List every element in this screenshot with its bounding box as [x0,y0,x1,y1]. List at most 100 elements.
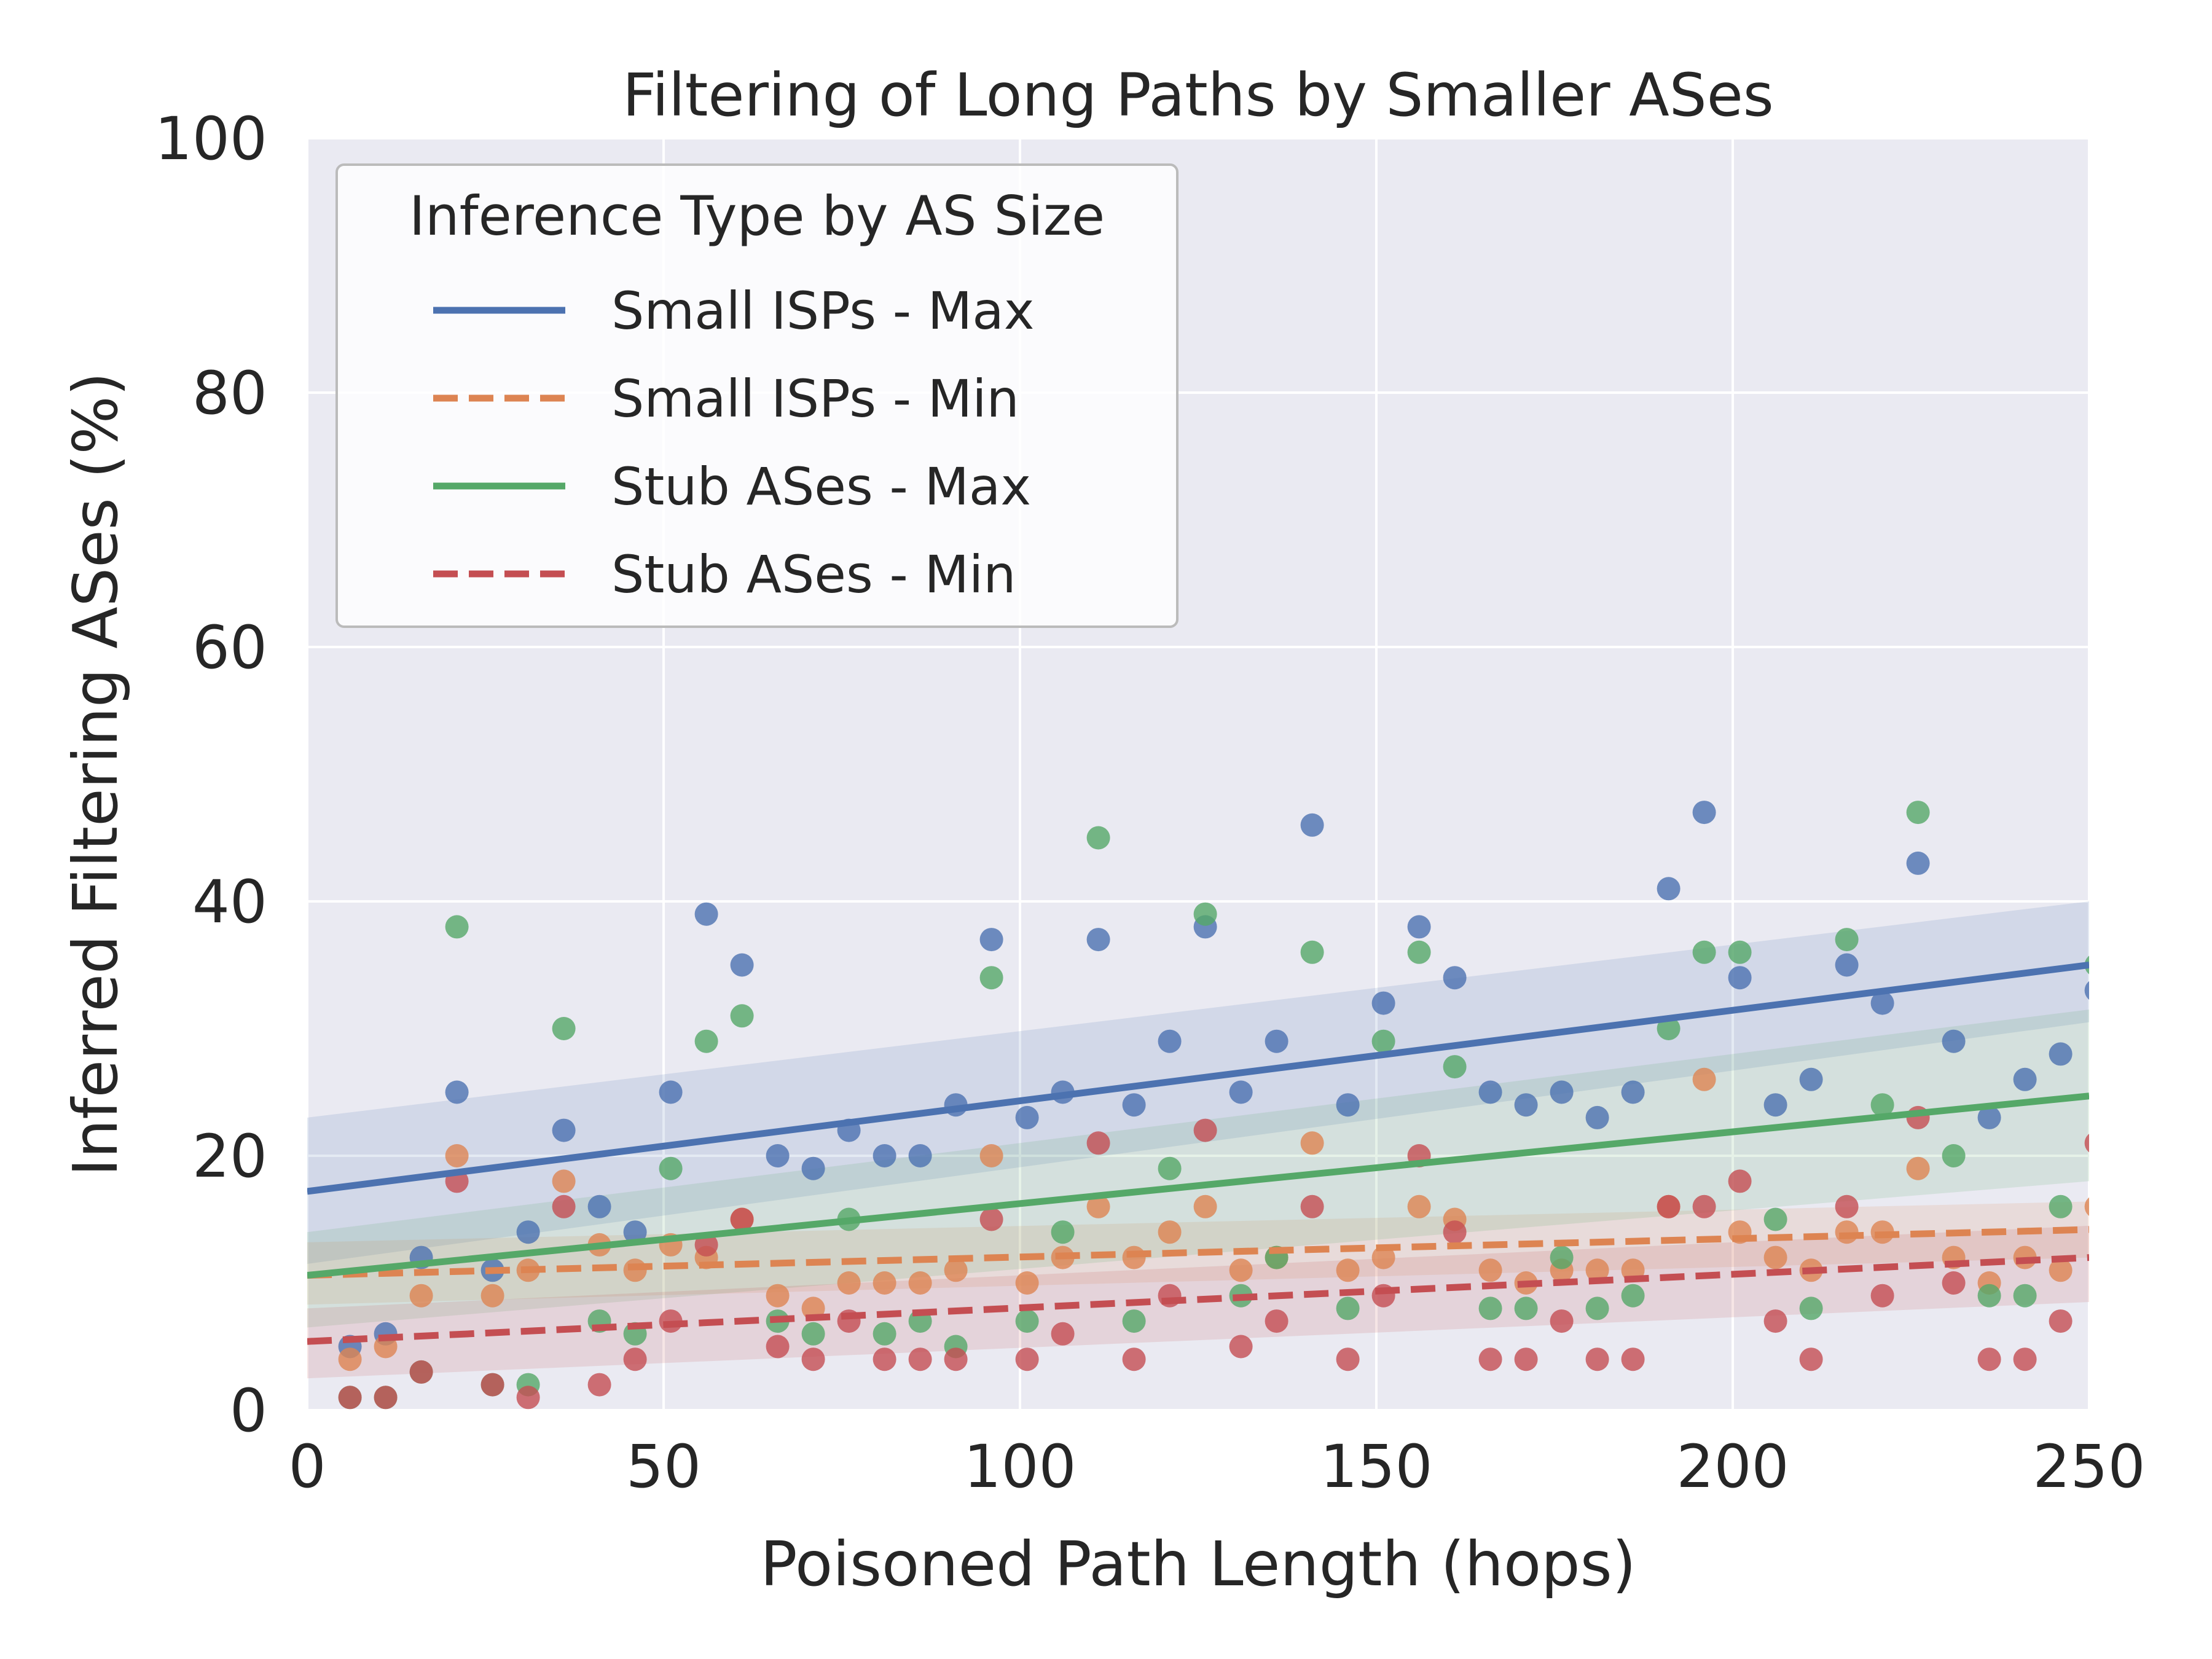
data-point [1086,1131,1110,1155]
data-point [979,966,1003,990]
data-point [1728,940,1752,964]
data-point [1692,801,1716,825]
data-point [979,928,1003,952]
fit-line [307,1226,2089,1279]
legend-entries: Small ISPs - Max Small ISPs - Min Stub ASe… [433,281,1034,605]
data-point [873,1271,896,1295]
data-point [1550,1080,1574,1104]
data-point [1514,1093,1538,1117]
data-point [1015,1105,1039,1129]
data-point [374,1386,398,1410]
data-point [659,1080,683,1104]
legend-title: Inference Type by AS Size [409,184,1105,248]
data-point [1977,1284,2001,1308]
data-point [409,1360,433,1384]
data-point [445,1144,469,1167]
legend-label: Small ISPs - Max [611,281,1034,341]
data-point [1763,1309,1787,1333]
data-point [445,915,469,939]
data-point [1799,1296,1823,1320]
data-point [1692,1067,1716,1091]
fit-lines [307,962,2089,1345]
x-tick-label: 50 [626,1432,701,1501]
legend-label: Stub ASes - Max [611,457,1031,517]
data-point [694,902,718,926]
data-point [1158,1029,1182,1053]
data-point [908,1347,932,1371]
data-point [2049,1309,2073,1333]
data-point [1443,966,1467,990]
data-point [1550,1245,1574,1269]
data-point [801,1347,825,1371]
y-tick-label: 100 [155,104,267,173]
data-point [837,1271,861,1295]
data-point [1265,1029,1288,1053]
data-point [1300,940,1324,964]
data-point [730,1004,754,1028]
data-point [1336,1296,1360,1320]
data-point [1015,1347,1039,1371]
data-point [1657,1194,1681,1218]
data-point [1835,1194,1859,1218]
data-point [1657,1017,1681,1040]
data-point [1300,813,1324,837]
data-point [552,1169,576,1193]
data-point [1443,1055,1467,1079]
data-point [1692,940,1716,964]
data-point [587,1373,611,1397]
data-point [873,1144,896,1167]
data-point [623,1347,647,1371]
data-point [1015,1271,1039,1295]
data-point [908,1144,932,1167]
data-point [873,1347,896,1371]
data-point [2049,1194,2073,1218]
data-point [1906,851,1930,875]
data-point [1336,1093,1360,1117]
data-point [908,1271,932,1295]
data-point [2049,1042,2073,1066]
data-point [1942,1029,1966,1053]
data-point [1086,928,1110,952]
data-point [409,1284,433,1308]
data-point [1514,1347,1538,1371]
data-point [766,1335,790,1359]
data-point [979,1207,1003,1231]
data-point [1478,1296,1502,1320]
fit-line [307,1092,2089,1279]
x-tick-label: 150 [1320,1432,1432,1501]
data-point [1265,1309,1288,1333]
y-tick-label: 0 [230,1376,267,1445]
data-point [1443,1220,1467,1244]
data-point [338,1347,362,1371]
data-point [1122,1245,1146,1269]
data-point [1728,1169,1752,1193]
data-point [1158,1156,1182,1180]
data-point [1977,1347,2001,1371]
legend-label: Small ISPs - Min [611,369,1019,429]
data-point [552,1017,576,1040]
data-point [979,1144,1003,1167]
data-point [2049,1258,2073,1282]
data-point [1300,1194,1324,1218]
data-point [1942,1271,1966,1295]
data-point [1229,1335,1253,1359]
data-point [1371,1029,1395,1053]
data-point [516,1386,540,1410]
data-point [1300,1131,1324,1155]
data-point [1692,1194,1716,1218]
data-point [801,1156,825,1180]
y-axis-label: Inferred Filtering ASes (%) [60,372,131,1176]
data-point [1229,1258,1253,1282]
data-point [944,1258,968,1282]
data-point [1229,1080,1253,1104]
data-point [1122,1347,1146,1371]
data-point [1122,1093,1146,1117]
data-point [1086,826,1110,850]
fit-line [307,962,2089,1195]
data-point [1336,1347,1360,1371]
data-point [1158,1220,1182,1244]
data-point [730,1207,754,1231]
y-tick-label: 20 [192,1122,267,1191]
data-point [552,1194,576,1218]
